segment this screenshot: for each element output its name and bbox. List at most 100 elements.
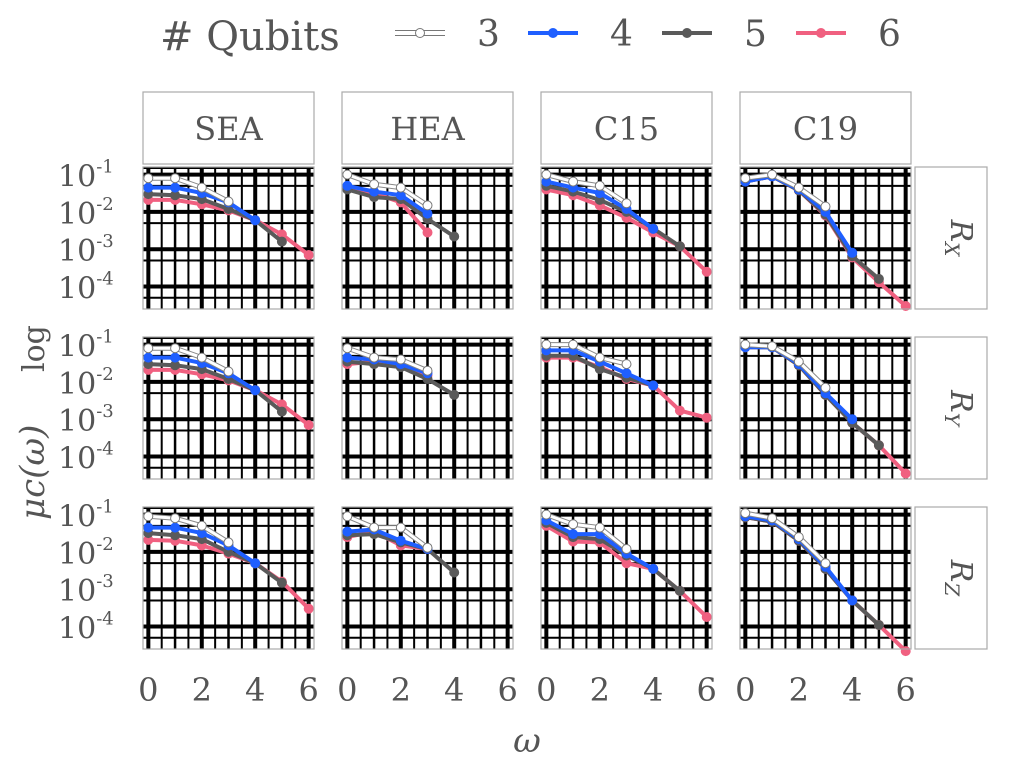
y-tick-exponent: -3 [96, 571, 114, 592]
data-point [847, 595, 858, 606]
data-point [594, 522, 605, 533]
y-tick-exponent: -4 [96, 439, 114, 460]
column-strip-box [142, 91, 315, 165]
y-tick-exponent: -2 [96, 194, 114, 215]
series-4 [541, 176, 659, 234]
panel-c19-rz [739, 506, 912, 657]
y-tick-base: 10 [58, 612, 96, 647]
data-point [767, 341, 778, 352]
series-3 [740, 508, 831, 569]
y-tick-exponent: -2 [96, 534, 114, 555]
panel-grid [740, 167, 911, 309]
data-point [541, 339, 552, 350]
data-point [369, 522, 380, 533]
series-4 [143, 522, 261, 569]
data-point [541, 169, 552, 180]
y-tick-exponent: -4 [96, 269, 114, 290]
panel-border [540, 336, 713, 480]
data-point [740, 173, 751, 184]
data-point [276, 577, 287, 588]
data-point [820, 201, 831, 212]
x-tick-label: 0 [536, 671, 556, 709]
x-tick-label: 2 [590, 671, 610, 709]
series-line [346, 183, 429, 216]
x-tick-label: 0 [138, 671, 158, 709]
y-tick-label: 10-1 [58, 327, 114, 365]
data-point [170, 343, 181, 354]
data-point [369, 179, 380, 190]
series-3 [541, 339, 632, 370]
data-point [196, 182, 207, 193]
panel-border [341, 336, 514, 480]
y-tick-label: 10-2 [58, 194, 114, 232]
data-point [303, 603, 314, 614]
data-point [847, 414, 858, 425]
legend-entry-5: 5 [662, 14, 767, 55]
series-3 [342, 343, 433, 376]
data-point [422, 208, 433, 219]
data-point [621, 198, 632, 209]
data-point [621, 359, 632, 370]
row-strip-box [914, 336, 988, 480]
data-point [422, 365, 433, 376]
x-tick-label: 4 [245, 671, 265, 709]
x-tick-label: 6 [696, 671, 716, 709]
row-strip-box [914, 506, 988, 650]
data-point [342, 169, 353, 180]
data-point [900, 468, 911, 479]
x-tick-label: 2 [391, 671, 411, 709]
data-point [395, 522, 406, 533]
data-point [449, 567, 460, 578]
series-3 [740, 169, 831, 212]
x-tick-label: 0 [735, 671, 755, 709]
x-axis-label: ω [513, 721, 541, 761]
panel-grid [740, 337, 911, 479]
series-line [347, 527, 429, 551]
y-tick-exponent: -4 [96, 609, 114, 630]
panel-border [540, 166, 713, 310]
x-tick-label: 4 [842, 671, 862, 709]
data-point [342, 180, 353, 191]
series-3 [342, 511, 433, 553]
data-point [740, 508, 751, 519]
data-point [701, 412, 712, 423]
y-axis-label-text: μc(ω) [13, 425, 53, 520]
data-point [342, 511, 353, 522]
data-point [395, 182, 406, 193]
data-point [568, 339, 579, 350]
data-point [793, 532, 804, 543]
data-point [820, 558, 831, 569]
legend-marker [548, 28, 558, 38]
y-tick-base: 10 [58, 367, 96, 402]
data-point [395, 354, 406, 365]
data-point [449, 231, 460, 242]
series-line [148, 176, 230, 203]
data-point [143, 173, 154, 184]
y-tick-base: 10 [58, 234, 96, 269]
data-point [143, 182, 154, 193]
data-point [223, 196, 234, 207]
data-point [847, 247, 858, 258]
y-tick-exponent: -1 [96, 497, 114, 518]
data-point [568, 176, 579, 187]
x-tick-label: 0 [337, 671, 357, 709]
row-strip-label: RX [940, 219, 978, 258]
x-tick-label: 2 [789, 671, 809, 709]
panel-hea-rx [341, 166, 514, 310]
data-point [648, 223, 659, 234]
y-tick-exponent: -3 [96, 401, 114, 422]
data-point [594, 352, 605, 363]
legend-label: 5 [744, 14, 767, 55]
legend-entry-6: 6 [796, 14, 901, 55]
data-point [143, 343, 154, 354]
data-point [648, 563, 659, 574]
series-line [148, 346, 230, 373]
data-point [170, 352, 181, 363]
legend-label: 6 [878, 14, 901, 55]
y-axis-label: μc(ω) log [13, 325, 53, 520]
y-tick-label: 10-3 [58, 571, 114, 609]
series-4 [342, 180, 433, 219]
legend-label: 3 [477, 14, 500, 55]
